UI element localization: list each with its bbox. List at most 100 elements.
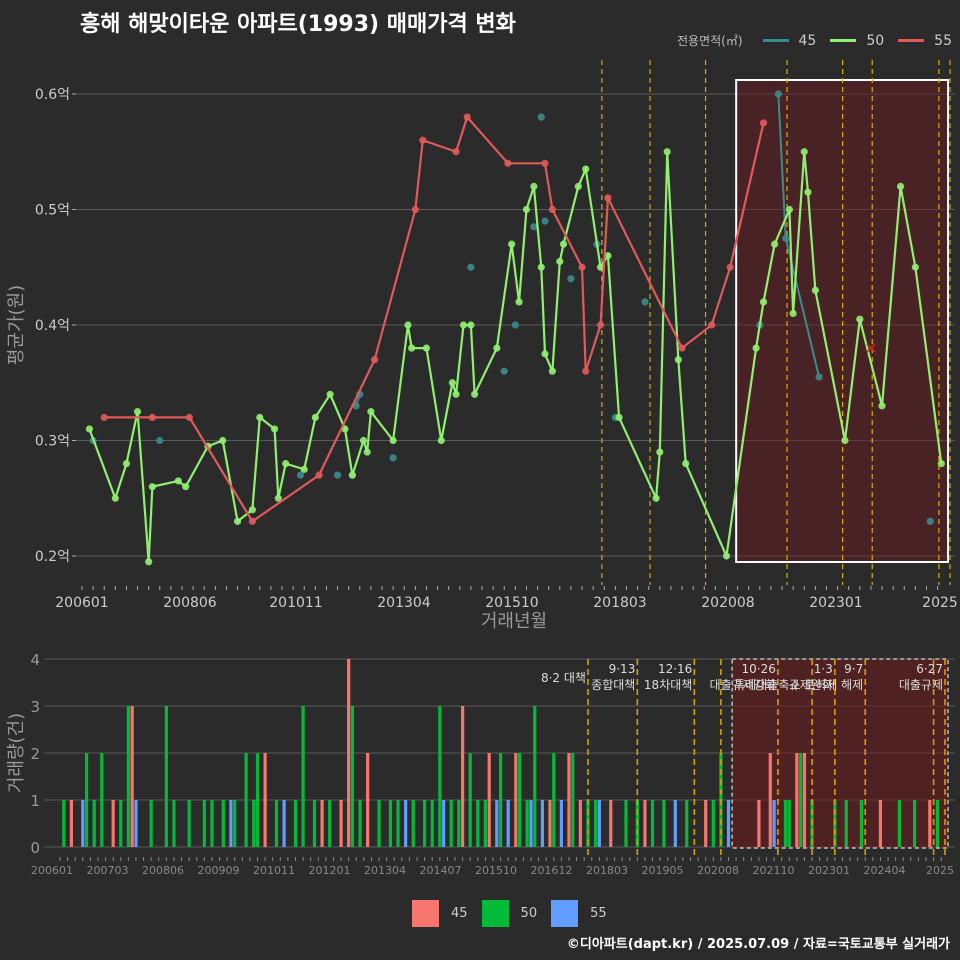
- series-point-45: [537, 113, 545, 121]
- volume-bar: [468, 753, 472, 847]
- top-legend: 전용면적(㎡) 45 50 55: [677, 32, 952, 49]
- volume-bar: [404, 800, 408, 847]
- event-label: 8·2 대책: [541, 670, 586, 685]
- volume-bar: [913, 800, 917, 847]
- series-point-50: [348, 471, 356, 479]
- bottom-ytick-label: 1: [30, 792, 40, 810]
- top-xtick-label: 202301: [809, 595, 862, 611]
- chart-title: 흥해 해맞이타운 아파트(1993) 매매가격 변화: [80, 12, 516, 37]
- series-point-50: [896, 182, 905, 190]
- top-xtick-label: 202008: [701, 595, 754, 611]
- volume-bar: [483, 800, 488, 847]
- volume-bar: [62, 800, 66, 847]
- series-point-50: [800, 148, 808, 156]
- series-point-55: [185, 413, 194, 421]
- series-point-55: [708, 321, 716, 329]
- series-point-50: [233, 517, 242, 525]
- series-point-45: [641, 298, 649, 306]
- legend-title: 전용면적(㎡): [676, 34, 743, 48]
- top-xlabel: 거래년월: [481, 611, 547, 632]
- volume-bar: [92, 800, 96, 847]
- series-point-55: [452, 148, 460, 156]
- volume-bar: [487, 753, 491, 847]
- event-label: 9·13: [609, 662, 636, 676]
- series-point-50: [311, 413, 319, 421]
- series-point-50: [682, 460, 690, 468]
- bottom-xtick-label: 200703: [87, 864, 129, 877]
- top-xtick-label: 201304: [377, 595, 431, 611]
- volume-bar: [130, 706, 134, 847]
- bottom-xtick-label: 202301: [808, 864, 850, 877]
- volume-bar: [126, 706, 130, 847]
- volume-bar: [111, 800, 115, 847]
- bottom-xtick-label: 201803: [586, 864, 628, 877]
- series-point-50: [530, 182, 538, 190]
- series-point-50: [452, 390, 460, 398]
- bottom-xtick-label: 201510: [475, 864, 517, 877]
- volume-bar: [172, 800, 176, 847]
- volume-bar: [81, 800, 85, 847]
- series-point-50: [841, 436, 849, 445]
- bottom-xtick-label: 200909: [198, 864, 240, 877]
- volume-bar: [100, 753, 104, 847]
- series-point-50: [596, 263, 605, 271]
- top-ytick-label: 0.2억: [35, 549, 70, 565]
- series-point-50: [85, 425, 94, 433]
- volume-bar: [187, 800, 191, 847]
- bottom-xtick-label: 201011: [253, 864, 295, 877]
- series-point-50: [367, 408, 375, 416]
- volume-bar: [449, 800, 453, 847]
- series-point-55: [759, 119, 768, 127]
- volume-bar: [457, 800, 461, 847]
- event-label: 12·16: [658, 662, 692, 676]
- top-ylabel: 평균가(원): [6, 285, 27, 365]
- volume-bar: [396, 800, 400, 847]
- series-point-50: [448, 379, 456, 387]
- series-point-50: [522, 205, 531, 214]
- volume-bar: [339, 800, 343, 847]
- volume-bar: [533, 706, 537, 847]
- top-xtick-label: 201011: [269, 595, 322, 611]
- event-label: 18차대책: [644, 677, 692, 692]
- volume-bar: [210, 800, 214, 847]
- series-point-50: [656, 448, 664, 456]
- legend-label-50: 50: [866, 32, 885, 49]
- series-point-50: [145, 558, 153, 566]
- volume-bar: [517, 753, 522, 847]
- legend-swatch-45: [762, 39, 789, 42]
- volume-bar: [134, 800, 138, 847]
- series-point-50: [556, 257, 564, 266]
- footer-credit: ©디아파트(dapt.kr) / 2025.07.09 / 자료=국토교통부 실…: [566, 937, 950, 952]
- series-point-50: [422, 344, 431, 352]
- series-point-50: [515, 298, 523, 306]
- volume-bar: [609, 800, 613, 847]
- volume-bar: [726, 800, 731, 847]
- volume-bar: [783, 800, 788, 847]
- series-point-45: [156, 436, 164, 445]
- volume-bar: [593, 800, 598, 847]
- series-point-50: [282, 460, 290, 468]
- series-point-50: [363, 448, 371, 456]
- bottom-xtick-label: 201201: [309, 864, 351, 877]
- volume-bar: [624, 800, 628, 847]
- series-point-45: [389, 454, 397, 462]
- series-point-50: [111, 494, 119, 502]
- series-point-50: [771, 240, 779, 248]
- series-point-45: [333, 471, 342, 479]
- series-point-55: [419, 136, 427, 144]
- volume-bar: [662, 800, 666, 847]
- event-label: 10·26: [742, 662, 776, 676]
- bottom-xtick-label: 201905: [642, 864, 684, 877]
- series-point-45: [815, 373, 823, 381]
- top-ytick-label: 0.5억: [35, 203, 70, 219]
- volume-bar: [673, 800, 677, 847]
- volume-bar: [768, 753, 772, 847]
- series-point-55: [100, 413, 108, 421]
- volume-bar: [499, 753, 503, 847]
- volume-bar: [423, 800, 427, 847]
- series-point-50: [274, 494, 282, 502]
- legend-swatch-50: [830, 39, 857, 42]
- volume-bar: [202, 800, 206, 847]
- bottom-ytick-label: 2: [30, 745, 40, 763]
- series-point-50: [541, 350, 549, 358]
